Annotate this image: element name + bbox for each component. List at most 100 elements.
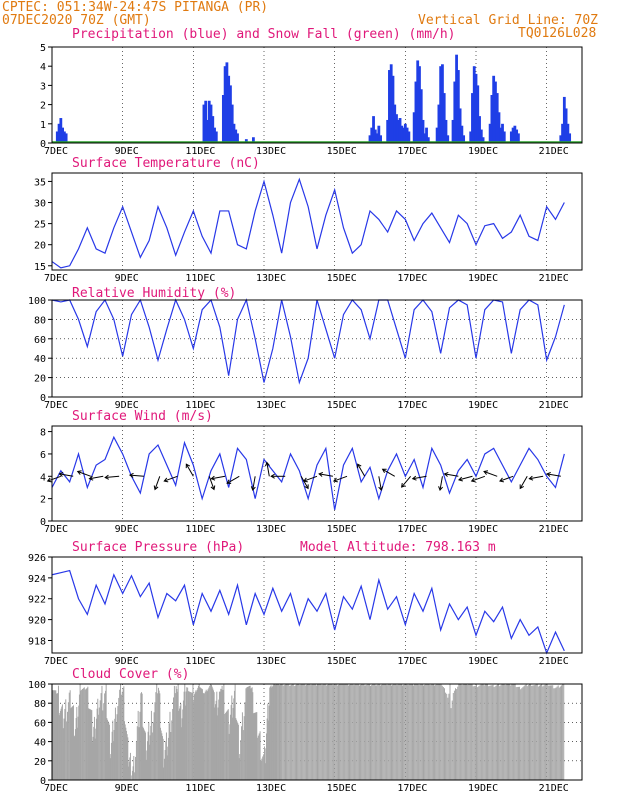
precip-bar — [59, 118, 63, 143]
cloud-cover-bar — [216, 691, 218, 780]
cloud-cover-bar — [179, 706, 181, 780]
cloud-cover-bar — [361, 684, 363, 780]
cloud-cover-bar — [256, 737, 258, 780]
cloud-cover-bar — [461, 685, 463, 780]
cloud-cover-bar — [368, 684, 370, 780]
precip-bar — [373, 129, 377, 143]
cloud-cover-bar — [182, 709, 184, 780]
cloud-cover-bar — [443, 688, 445, 780]
cloud-cover-bar — [446, 693, 448, 780]
wind-vector-arrow — [208, 476, 216, 491]
wind-vector-shaft — [412, 475, 427, 480]
precip-bar — [499, 127, 503, 143]
cloud-cover-bar — [105, 690, 106, 780]
cloud-cover-bar — [386, 685, 388, 780]
cloud-cover-bar — [513, 684, 515, 780]
cloud-cover-bar — [157, 693, 159, 780]
cloud-cover-bar — [136, 726, 138, 780]
cloud-cover-bar — [142, 726, 144, 780]
x-tick-label: 17DEC — [397, 524, 427, 535]
cloud-cover-bar — [371, 685, 373, 780]
panel-temperature: Surface Temperature (nC) 7DEC 9DEC 11DEC 13… — [34, 156, 583, 284]
cloud-cover-bar — [145, 759, 147, 780]
wind-vector-shaft — [444, 473, 459, 477]
cloud-cover-bar — [314, 684, 316, 780]
cloud-cover-bar — [487, 684, 489, 780]
cloud-cover-bar — [340, 684, 342, 780]
cloud-cover-bar — [343, 684, 345, 780]
cloud-cover-bar — [509, 684, 511, 780]
cloud-cover-bar — [440, 684, 442, 780]
cloud-cover-bar — [117, 706, 119, 780]
y-tick-label: 4 — [40, 472, 46, 483]
cloud-cover-bar — [127, 766, 129, 780]
precip-bar — [62, 131, 66, 143]
y-tick-label: 0 — [40, 139, 46, 150]
wind-vector-head — [104, 474, 110, 480]
cloud-cover-bar — [174, 693, 176, 780]
cloud-cover-bar — [332, 685, 334, 780]
cloud-cover-bar — [105, 684, 107, 780]
cloud-cover-bar — [304, 685, 306, 780]
cloud-cover-bar — [310, 685, 312, 780]
cloud-cover-bar — [535, 684, 537, 780]
cloud-cover-bar — [89, 709, 91, 780]
wind-vector-head — [499, 477, 504, 483]
cloud-cover-bar — [515, 687, 517, 780]
cloud-cover-bar — [70, 707, 72, 780]
y-tick-label: 2 — [40, 495, 46, 506]
precip-bar — [426, 137, 430, 143]
precip-bar — [441, 64, 444, 143]
cloud-cover-bar — [125, 730, 127, 780]
cloud-cover-bar — [413, 685, 415, 780]
cloud-cover-bar — [113, 729, 115, 780]
cloud-cover-bar — [109, 758, 111, 780]
cloud-cover-bar — [56, 693, 58, 780]
cloud-cover-bar — [421, 684, 423, 780]
precip-bar — [395, 114, 398, 143]
cloud-cover-bar — [178, 710, 180, 780]
wind-vector-head — [318, 471, 324, 477]
cloud-cover-bar — [184, 684, 186, 780]
cloud-cover-bar — [445, 692, 447, 780]
cloud-cover-bar — [360, 684, 362, 780]
cloud-cover-bar — [55, 693, 57, 780]
x-tick-label: 7DEC — [44, 146, 68, 157]
cloud-cover-bar — [229, 714, 231, 780]
cloud-cover-bar — [234, 684, 236, 780]
cloud-cover-bar — [143, 729, 145, 780]
precip-bar — [223, 66, 227, 143]
cloud-cover-bar — [171, 720, 173, 780]
cloud-cover-bar — [275, 684, 277, 780]
cloud-cover-bar — [337, 684, 339, 780]
cloud-cover-bar — [91, 710, 93, 780]
cloud-cover-bar — [449, 684, 451, 780]
x-tick-label: 13DEC — [256, 783, 286, 794]
cloud-cover-bar — [155, 692, 157, 780]
cloud-cover-bar — [357, 684, 359, 780]
rh-series-line — [51, 298, 565, 385]
cloud-cover-bar — [505, 684, 507, 780]
cloud-cover-bar — [463, 684, 465, 780]
precip-bar — [568, 133, 572, 143]
cloud-cover-bar — [141, 693, 143, 780]
cloud-cover-bar — [523, 686, 525, 780]
cloud-cover-bar — [60, 708, 62, 780]
cloud-cover-bar — [98, 707, 100, 780]
cloud-cover-bar — [159, 727, 161, 780]
cloud-cover-bar — [82, 688, 84, 780]
cloud-cover-bar — [180, 703, 182, 780]
cloud-cover-bar — [204, 691, 206, 780]
x-tick-label: 9DEC — [115, 524, 139, 535]
x-tick-label: 21DEC — [539, 400, 569, 411]
wind-vector-arrow — [76, 470, 92, 477]
cloud-cover-bar — [438, 684, 440, 780]
cloud-cover-bar — [527, 685, 529, 780]
cloud-cover-bar — [108, 723, 110, 780]
cloud-cover-bar — [297, 684, 299, 780]
precip-bar — [444, 119, 448, 143]
y-tick-label: 30 — [34, 199, 46, 210]
precip-bar — [396, 119, 400, 143]
cloud-cover-bar — [233, 690, 235, 780]
cloud-cover-bar — [315, 685, 317, 780]
